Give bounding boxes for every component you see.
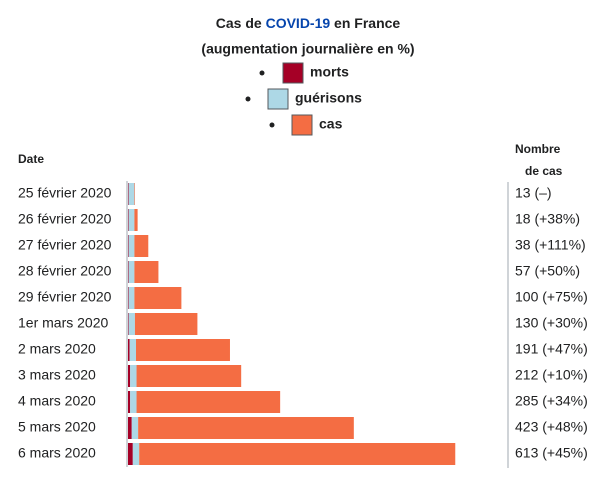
y-tick-label: 1er mars 2020 — [18, 315, 108, 331]
row-total-label: 613 (+45%) — [515, 445, 588, 461]
right-header: de cas — [525, 164, 563, 178]
row-total-label: 423 (+48%) — [515, 419, 588, 435]
bar-segment — [128, 287, 129, 309]
row-total-label: 285 (+34%) — [515, 393, 588, 409]
legend-bullet — [245, 96, 251, 102]
bar-segment — [128, 313, 135, 335]
legend-label: guérisons — [295, 90, 362, 106]
bar-segment — [130, 391, 137, 413]
y-tick-label: 29 février 2020 — [18, 289, 112, 305]
legend-swatch — [282, 62, 304, 84]
bar-segment — [136, 365, 242, 387]
bar-segment — [128, 261, 135, 283]
bar-segment — [128, 209, 135, 231]
y-tick-label: 2 mars 2020 — [18, 341, 96, 357]
legend-bullet — [269, 122, 275, 128]
right-header: Nombre — [515, 142, 561, 156]
bar-segment — [139, 443, 456, 465]
bar-segment — [128, 183, 129, 205]
row-total-label: 18 (+38%) — [515, 211, 580, 227]
y-tick-label: 28 février 2020 — [18, 263, 112, 279]
bar-segment — [136, 339, 230, 361]
bar-segment — [134, 313, 198, 335]
y-tick-label: 6 mars 2020 — [18, 445, 96, 461]
chart-subtitle: (augmentation journalière en %) — [201, 41, 414, 57]
bar-segment — [128, 183, 135, 205]
chart-title: Cas de COVID-19 en France — [216, 15, 401, 31]
bar-segment — [134, 209, 138, 231]
row-total-label: 38 (+111%) — [515, 237, 586, 253]
row-total-label: 13 (–) — [515, 185, 552, 201]
bar-segment — [128, 339, 130, 361]
bar-segment — [132, 443, 140, 465]
bar-segment — [134, 261, 159, 283]
y-tick-label: 27 février 2020 — [18, 237, 112, 253]
legend-bullet — [259, 70, 265, 76]
row-total-label: 57 (+50%) — [515, 263, 580, 279]
bar-segment — [128, 235, 129, 257]
row-total-label: 212 (+10%) — [515, 367, 588, 383]
bar-segment — [128, 261, 129, 283]
bar-segment — [128, 313, 129, 335]
bar-segment — [131, 417, 139, 439]
legend-label: cas — [319, 116, 343, 132]
row-total-label: 130 (+30%) — [515, 315, 588, 331]
bar-segment — [134, 235, 149, 257]
title-link[interactable]: COVID-19 — [266, 15, 331, 31]
bar-segment — [138, 417, 354, 439]
legend-label: morts — [310, 64, 349, 80]
bar-segment — [130, 365, 137, 387]
bar-segment — [128, 287, 135, 309]
left-header: Date — [18, 152, 44, 166]
y-tick-label: 25 février 2020 — [18, 185, 112, 201]
y-tick-label: 3 mars 2020 — [18, 367, 96, 383]
bar-segment — [134, 287, 182, 309]
row-total-label: 191 (+47%) — [515, 341, 588, 357]
bar-segment — [128, 209, 129, 231]
bar-segment — [128, 365, 131, 387]
bar-segment — [128, 443, 133, 465]
title-part: en France — [330, 15, 400, 31]
legend-swatch — [291, 114, 313, 136]
y-tick-label: 4 mars 2020 — [18, 393, 96, 409]
bar-segment — [136, 391, 281, 413]
legend-swatch — [267, 88, 289, 110]
y-tick-label: 26 février 2020 — [18, 211, 112, 227]
bar-segment — [134, 183, 135, 205]
title-part: Cas de — [216, 15, 266, 31]
y-tick-label: 5 mars 2020 — [18, 419, 96, 435]
bar-segment — [128, 417, 132, 439]
row-total-label: 100 (+75%) — [515, 289, 588, 305]
bar-segment — [129, 339, 137, 361]
bar-segment — [128, 391, 131, 413]
bar-segment — [128, 235, 135, 257]
